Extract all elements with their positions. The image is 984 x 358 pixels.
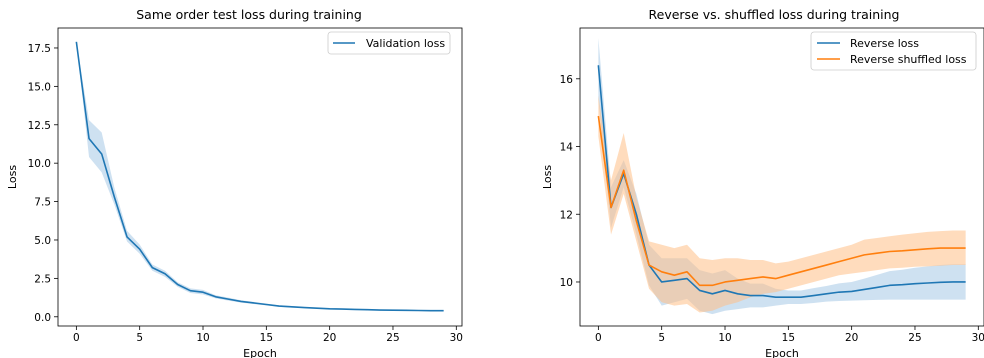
right-chart: Reverse vs. shuffled loss during trainin…: [541, 7, 984, 358]
plot-area-frame: [57, 27, 463, 327]
x-axis-ticks: 0 5 10 15 20 25 30: [595, 326, 984, 344]
line-reverse-loss: [597, 65, 966, 299]
y-tick-label: 0.0: [34, 312, 51, 324]
y-axis-label: Loss: [541, 165, 554, 189]
y-tick-label: 14: [560, 142, 574, 154]
legend-box: [810, 31, 977, 71]
x-tick-label: 10: [718, 332, 731, 344]
y-tick-label: 10.0: [28, 158, 51, 170]
x-tick-label: 5: [658, 332, 665, 344]
y-tick-label: 15.0: [28, 81, 51, 93]
x-tick-label: 10: [196, 332, 209, 344]
x-tick-label: 20: [845, 332, 858, 344]
legend-label-validation-loss: Validation loss: [366, 37, 445, 50]
legend-label-reverse-loss: Reverse loss: [850, 37, 919, 50]
x-tick-label: 15: [782, 332, 795, 344]
y-tick-label: 17.5: [28, 43, 51, 55]
y-axis-ticks: 0.0 2.5 5.0 7.5 10.0 12.5 15.0 17.5: [28, 43, 58, 324]
x-tick-label: 30: [972, 332, 984, 344]
x-tick-label: 25: [386, 332, 399, 344]
plot-area-frame: [579, 27, 984, 327]
band-reverse-shuffled-loss: [598, 95, 966, 313]
x-axis-ticks: 0 5 10 15 20 25 30: [73, 326, 463, 344]
series-lines: [597, 65, 966, 299]
y-tick-label: 2.5: [34, 273, 51, 285]
y-tick-label: 16: [560, 74, 574, 86]
legend-label-reverse-shuffled-loss: Reverse shuffled loss: [850, 53, 967, 66]
line-validation-loss: [75, 41, 444, 312]
legend-box: [327, 31, 451, 55]
confidence-bands: [76, 41, 444, 312]
left-chart: Same order test loss during training 0 5 1…: [6, 7, 463, 358]
x-tick-label: 30: [450, 332, 463, 344]
confidence-bands: [598, 38, 966, 315]
y-tick-label: 10: [560, 277, 573, 289]
x-tick-label: 0: [73, 332, 80, 344]
y-axis-ticks: 10 12 14 16: [560, 74, 580, 289]
x-tick-label: 5: [136, 332, 143, 344]
legend: Reverse loss Reverse shuffled loss: [810, 31, 977, 71]
x-tick-label: 0: [595, 332, 602, 344]
x-axis-label: Epoch: [243, 347, 277, 358]
band-reverse-loss: [598, 38, 966, 315]
y-tick-label: 12: [560, 209, 573, 221]
legend: Validation loss: [327, 31, 451, 55]
y-axis-label: Loss: [6, 165, 19, 189]
y-tick-label: 5.0: [34, 235, 51, 247]
chart-title: Same order test loss during training: [136, 7, 362, 22]
y-tick-label: 12.5: [28, 120, 51, 132]
y-tick-label: 7.5: [34, 197, 51, 209]
x-axis-label: Epoch: [765, 347, 799, 358]
band-validation-loss: [76, 41, 444, 312]
x-tick-label: 25: [908, 332, 921, 344]
series-lines: [75, 41, 444, 312]
line-reverse-shuffled-loss: [597, 115, 966, 287]
chart-title: Reverse vs. shuffled loss during trainin…: [649, 7, 900, 22]
x-tick-label: 20: [323, 332, 336, 344]
x-tick-label: 15: [260, 332, 273, 344]
